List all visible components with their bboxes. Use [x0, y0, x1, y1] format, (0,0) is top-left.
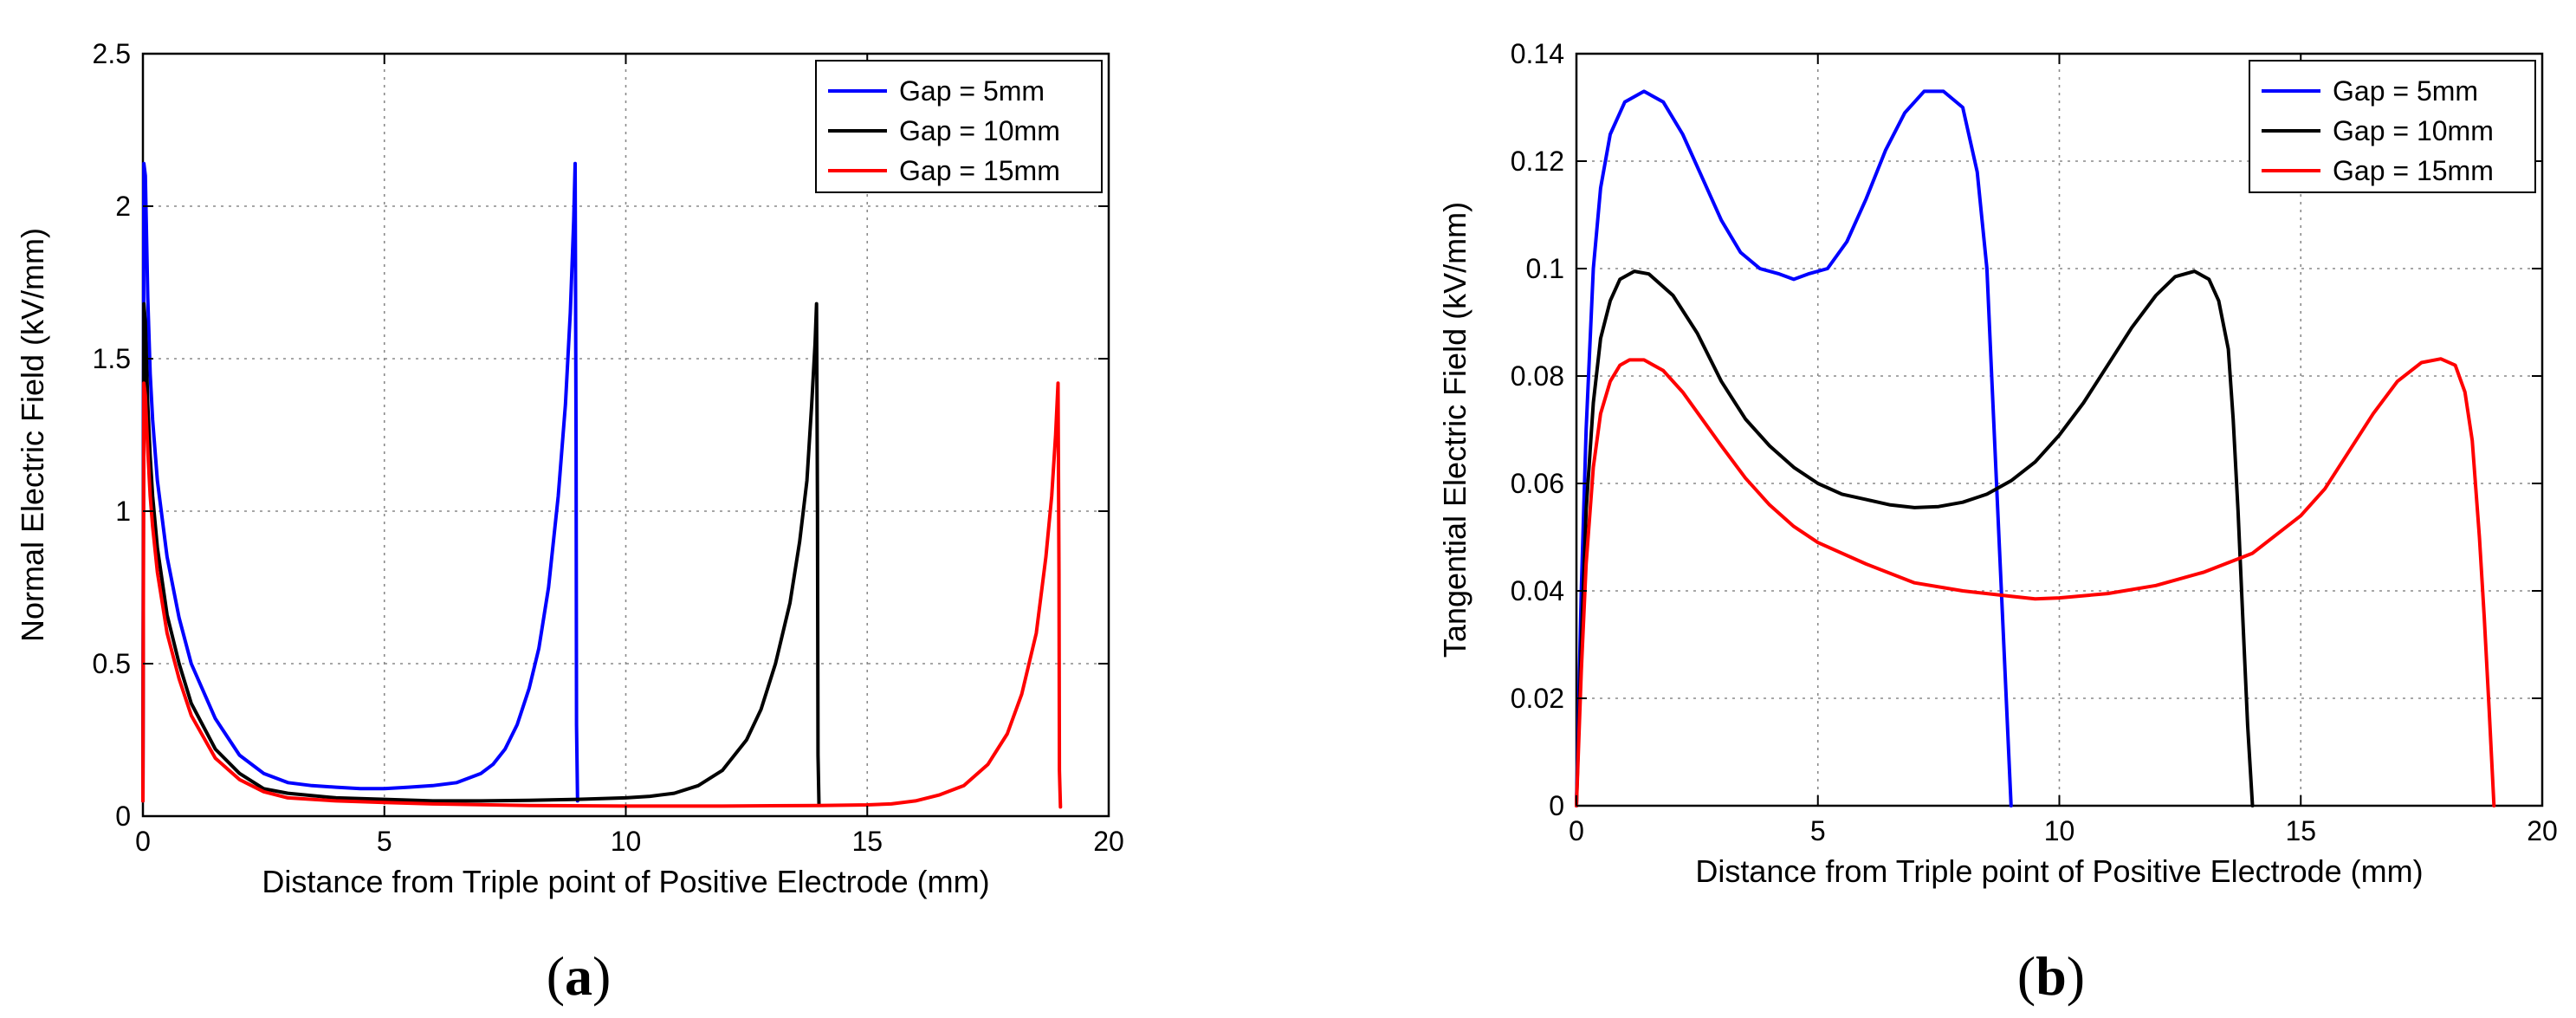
legend-label-b-2: Gap = 15mm — [2333, 155, 2494, 186]
x-tick-label-a-3: 15 — [851, 826, 883, 857]
x-tick-label-a-2: 10 — [611, 826, 642, 857]
y-tick-label-b-2: 0.04 — [1511, 575, 1564, 606]
y-tick-label-a-3: 1.5 — [93, 343, 131, 374]
series-line-b-0 — [1575, 89, 2013, 807]
panel-label-b-letter: b — [2036, 945, 2067, 1007]
panel-label-a-open: ( — [547, 945, 565, 1007]
legend-label-a-1: Gap = 10mm — [899, 115, 1060, 146]
x-tick-label-a-4: 20 — [1093, 826, 1124, 857]
legend-label-b-0: Gap = 5mm — [2333, 75, 2478, 107]
x-tick-label-b-1: 5 — [1810, 815, 1826, 846]
y-tick-label-a-5: 2.5 — [93, 38, 131, 69]
x-tick-label-b-2: 10 — [2044, 815, 2075, 846]
x-tick-label-a-1: 5 — [377, 826, 392, 857]
panel-label-a-letter: a — [565, 945, 592, 1007]
y-tick-label-b-6: 0.12 — [1511, 146, 1564, 177]
x-axis-label-a: Distance from Triple point of Positive E… — [262, 864, 989, 899]
legend-label-a-0: Gap = 5mm — [899, 75, 1045, 107]
x-tick-label-b-4: 20 — [2527, 815, 2558, 846]
legend-label-b-1: Gap = 10mm — [2333, 115, 2494, 146]
y-tick-label-b-1: 0.02 — [1511, 683, 1564, 714]
legend-a: Gap = 5mm Gap = 10mm Gap = 15mm — [815, 60, 1103, 193]
x-tick-label-b-0: 0 — [1569, 815, 1584, 846]
legend-b: Gap = 5mm Gap = 10mm Gap = 15mm — [2249, 60, 2536, 193]
ticks-b: 0 5 10 15 20 0 0.02 0.04 0.06 0.08 0.1 0.12 0.14 — [1511, 38, 2558, 846]
x-axis-label-b: Distance from Triple point of Positive E… — [1695, 853, 2423, 889]
panel-a: 0 5 10 15 20 0 0.5 1 1.5 2 2.5 Distance from Tripl… — [15, 38, 1124, 1007]
panel-b: 0 5 10 15 20 0 0.02 0.04 0.06 0.08 0.1 0.12 0.14 Dis… — [1437, 38, 2558, 1007]
y-tick-label-a-1: 0.5 — [93, 648, 131, 679]
panel-label-b-open: ( — [2017, 945, 2036, 1007]
panel-label-b-close: ) — [2067, 945, 2085, 1007]
series-line-b-1 — [1575, 269, 2255, 807]
ticks-a: 0 5 10 15 20 0 0.5 1 1.5 2 2.5 — [93, 38, 1124, 857]
panel-label-a: (a) — [547, 945, 612, 1007]
lines-b — [1575, 89, 2496, 807]
x-tick-label-b-3: 15 — [2285, 815, 2316, 846]
y-tick-label-b-7: 0.14 — [1511, 38, 1564, 69]
y-axis-label-a: Normal Electric Field (kV/mm) — [15, 228, 50, 642]
y-tick-label-b-3: 0.06 — [1511, 468, 1564, 499]
panel-label-b: (b) — [2017, 945, 2085, 1007]
y-tick-label-a-2: 1 — [115, 496, 131, 527]
legend-label-a-2: Gap = 15mm — [899, 155, 1060, 186]
y-tick-label-a-4: 2 — [115, 191, 131, 222]
y-tick-label-b-4: 0.08 — [1511, 360, 1564, 392]
series-line-b-2 — [1575, 357, 2496, 807]
x-tick-label-a-0: 0 — [135, 826, 151, 857]
series-line-a-1 — [141, 302, 821, 806]
y-tick-label-b-0: 0 — [1549, 790, 1564, 821]
series-line-a-0 — [141, 161, 579, 803]
y-tick-label-a-0: 0 — [115, 801, 131, 832]
panel-label-a-close: ) — [592, 945, 611, 1007]
y-tick-label-b-5: 0.1 — [1526, 253, 1564, 284]
y-axis-label-b: Tangential Electric Field (kV/mm) — [1437, 202, 1472, 658]
